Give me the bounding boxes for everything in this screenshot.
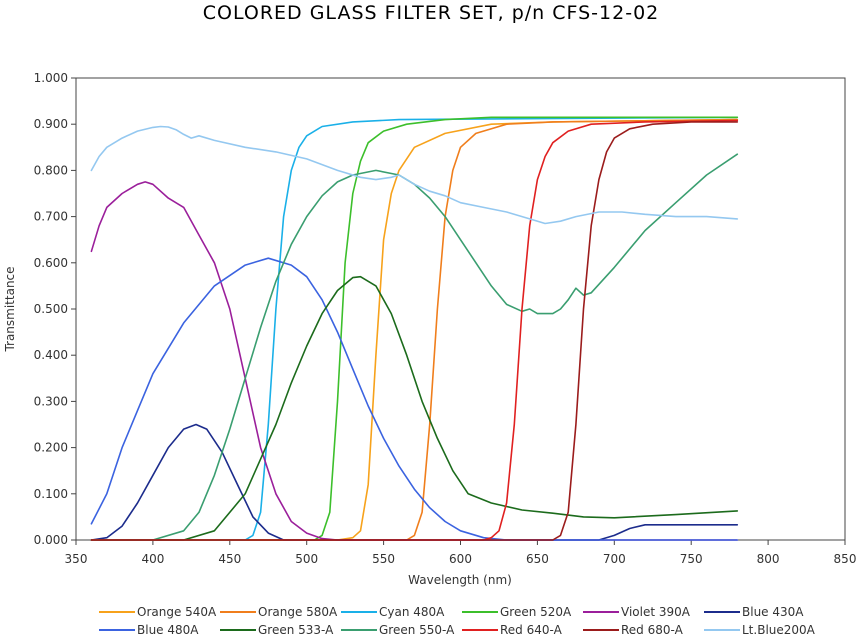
- x-tick-label: 750: [680, 552, 703, 566]
- legend-label: Violet 390A: [621, 605, 691, 619]
- x-tick-label: 700: [603, 552, 626, 566]
- series-line-red-640-a: [90, 119, 739, 541]
- y-axis-ticks: 0.000 0.100 0.200 0.300 0.400 0.500 0.600 0.700…: [34, 71, 76, 547]
- x-tick-label: 350: [65, 552, 88, 566]
- x-tick-label: 400: [141, 552, 164, 566]
- y-tick-label: 0.600: [34, 256, 68, 270]
- x-tick-label: 550: [372, 552, 395, 566]
- legend: Orange 540A Orange 580A Cyan 480A Green 520…: [99, 605, 816, 637]
- legend-label: Orange 540A: [137, 605, 217, 619]
- legend-label: Cyan 480A: [379, 605, 445, 619]
- y-tick-label: 0.700: [34, 210, 68, 224]
- x-tick-label: 650: [526, 552, 549, 566]
- series-line-green-520a: [90, 116, 739, 541]
- y-tick-label: 1.000: [34, 71, 68, 85]
- x-axis-ticks: 350 400 450 500 550 600 650 700 750 800 850: [65, 540, 857, 566]
- legend-label: Blue 480A: [137, 623, 199, 637]
- legend-label: Orange 580A: [258, 605, 338, 619]
- legend-label: Red 640-A: [500, 623, 563, 637]
- y-tick-label: 0.000: [34, 533, 68, 547]
- legend-label: Green 533-A: [258, 623, 334, 637]
- x-tick-label: 450: [218, 552, 241, 566]
- y-tick-label: 0.100: [34, 487, 68, 501]
- legend-label: Lt.Blue200A: [742, 623, 816, 637]
- chart-title: COLORED GLASS FILTER SET, p/n CFS-12-02: [202, 2, 660, 24]
- y-tick-label: 0.200: [34, 441, 68, 455]
- legend-label: Green 520A: [500, 605, 572, 619]
- x-axis-label: Wavelength (nm): [408, 573, 512, 587]
- y-tick-label: 0.300: [34, 394, 68, 408]
- x-tick-label: 600: [449, 552, 472, 566]
- x-tick-label: 500: [295, 552, 318, 566]
- x-tick-label: 800: [757, 552, 780, 566]
- x-tick-label: 850: [834, 552, 857, 566]
- y-tick-label: 0.500: [34, 302, 68, 316]
- series-line-blue-480a: [90, 257, 739, 541]
- series-lines: [90, 116, 739, 541]
- series-line-green-533-a: [90, 275, 739, 541]
- y-tick-label: 0.800: [34, 163, 68, 177]
- series-line-cyan-480a: [90, 116, 739, 541]
- legend-label: Red 680-A: [621, 623, 684, 637]
- plot-area: [75, 77, 846, 541]
- series-line-green-550-a: [90, 153, 739, 541]
- y-axis-label: Transmittance: [3, 266, 17, 352]
- y-tick-label: 0.400: [34, 348, 68, 362]
- y-tick-label: 0.900: [34, 117, 68, 131]
- series-line-red-680-a: [90, 121, 739, 541]
- series-line-violet-390a: [90, 181, 739, 541]
- series-line-orange-540a: [90, 118, 739, 541]
- legend-label: Green 550-A: [379, 623, 455, 637]
- legend-label: Blue 430A: [742, 605, 804, 619]
- series-line-lt-blue200a: [90, 125, 739, 225]
